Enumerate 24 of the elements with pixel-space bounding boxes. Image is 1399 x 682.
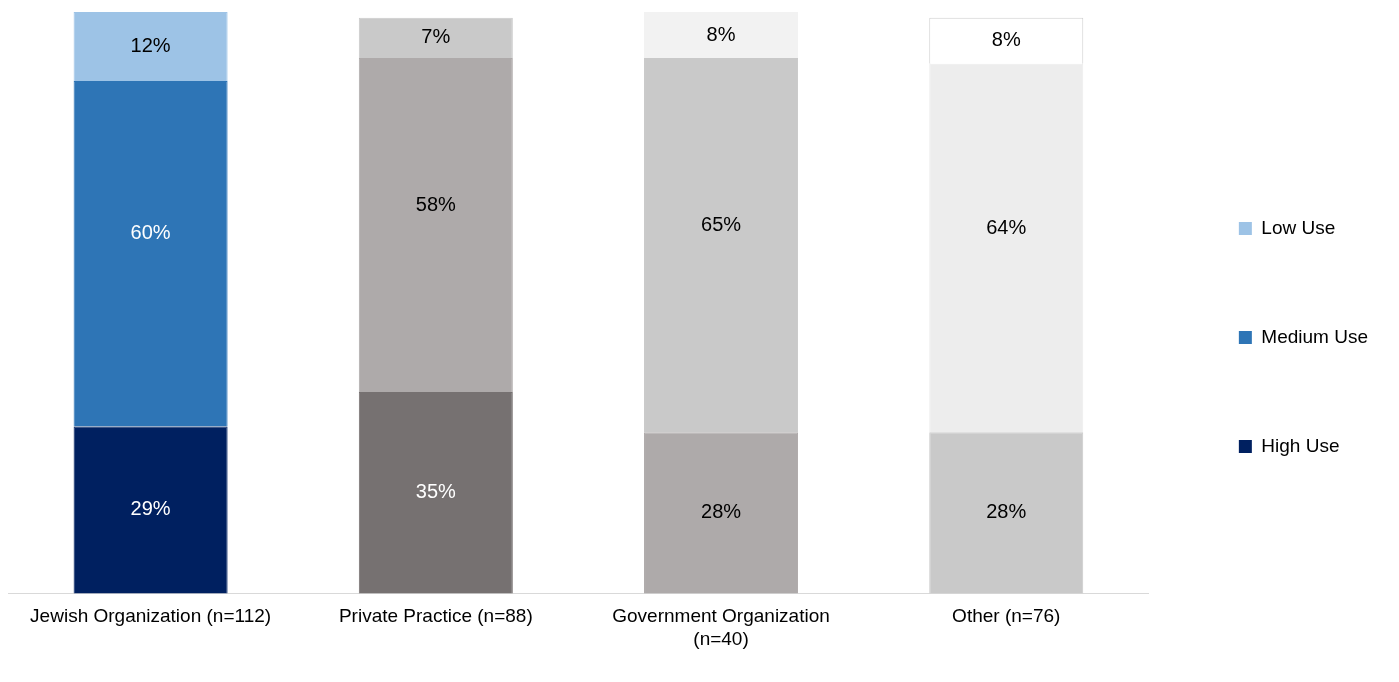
x-tick-label: Jewish Organization (n=112) [30, 605, 272, 627]
x-tick-label: Other (n=76) [952, 605, 1061, 627]
bar [644, 12, 799, 59]
data-label: 8% [706, 22, 736, 45]
data-label: 28% [986, 500, 1027, 523]
bar [73, 81, 228, 427]
legend-label: High Use [1261, 434, 1340, 456]
bar [73, 426, 228, 594]
data-label: 35% [415, 480, 457, 503]
bar [73, 12, 228, 82]
data-label: 12% [130, 34, 171, 57]
bar [929, 63, 1084, 433]
data-label: 29% [130, 497, 171, 520]
data-label: 58% [415, 192, 457, 215]
x-tick-label: Private Practice (n=88) [338, 605, 533, 627]
data-label: 28% [701, 500, 742, 523]
data-label: 64% [986, 215, 1027, 238]
legend-label: Medium Use [1261, 325, 1369, 347]
data-label: 8% [991, 28, 1021, 51]
x-tick-label: Government Organization (n=40) [612, 605, 830, 649]
data-label: 60% [130, 221, 171, 244]
data-label: 65% [701, 212, 742, 235]
data-label: 7% [421, 25, 451, 48]
legend-label: Low Use [1261, 216, 1336, 238]
